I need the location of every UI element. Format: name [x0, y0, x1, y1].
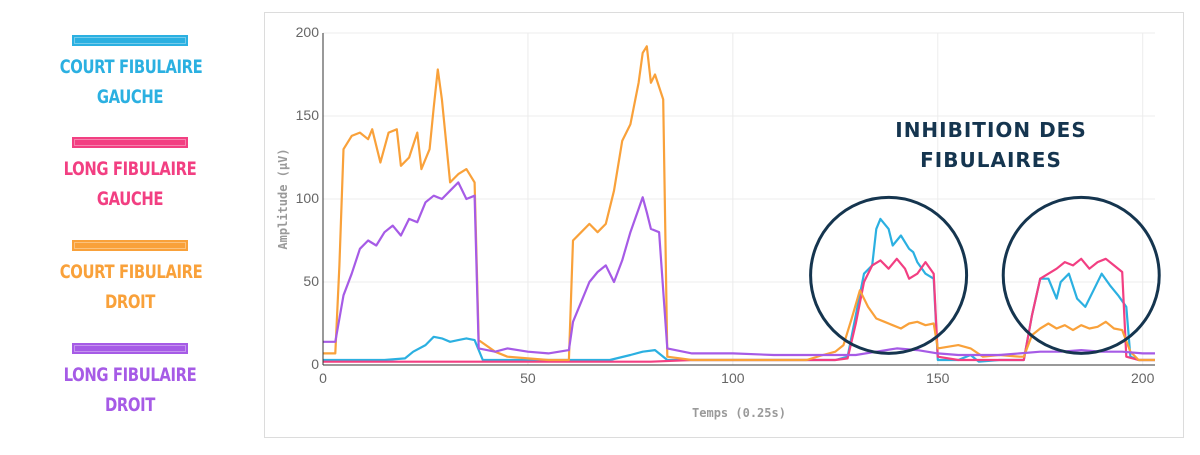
y-tick-label: 0: [311, 356, 319, 372]
series-line-3: [323, 181, 1155, 357]
grid: [322, 32, 1155, 366]
legend-swatch-long-fibulaire-gauche: [72, 137, 188, 148]
x-axis-label: Temps (0.25s): [692, 406, 786, 420]
series-line-1: [323, 257, 1155, 363]
y-tick-label: 200: [296, 24, 320, 40]
y-tick-label: 150: [296, 107, 320, 123]
x-tick-label: 150: [926, 370, 950, 386]
legend-label-line1: COURT FIBULAIRE: [59, 56, 203, 78]
x-tick-label: 0: [319, 370, 327, 386]
x-tick-label: 100: [721, 370, 745, 386]
axes: 0 50 100 150 200 0 50 100 150 200 Temps (0.25s) Amp…: [276, 24, 1155, 420]
series-group: [323, 45, 1155, 363]
legend-label-line2: GAUCHE: [96, 86, 164, 108]
legend-item-long-fibulaire-droit: LONG FIBULAIRE DROIT: [40, 343, 220, 420]
legend-label-line1: LONG FIBULAIRE: [63, 158, 197, 180]
legend-label-line1: LONG FIBULAIRE: [63, 364, 197, 386]
y-tick-label: 100: [296, 190, 320, 206]
series-line-0: [323, 217, 1155, 363]
annotation-line1: INHIBITION DES: [895, 118, 1087, 142]
legend-swatch-long-fibulaire-droit: [72, 343, 188, 354]
annotations: INHIBITION DES FIBULAIRES: [809, 118, 1161, 355]
x-tick-label: 50: [520, 370, 536, 386]
inhibition-circle-2: [1001, 195, 1161, 355]
series-line-2: [323, 45, 1155, 362]
x-tick-label: 200: [1131, 370, 1155, 386]
legend-item-court-fibulaire-gauche: COURT FIBULAIRE GAUCHE: [40, 35, 220, 112]
y-tick-label: 50: [303, 273, 319, 289]
annotation-line2: FIBULAIRES: [920, 148, 1062, 172]
legend-swatch-court-fibulaire-gauche: [72, 35, 188, 46]
legend-label-line1: COURT FIBULAIRE: [59, 261, 203, 283]
legend-swatch-court-fibulaire-droit: [72, 240, 188, 251]
inhibition-circle-1: [809, 195, 969, 355]
legend-item-court-fibulaire-droit: COURT FIBULAIRE DROIT: [40, 240, 220, 317]
legend-label-line2: GAUCHE: [96, 188, 164, 210]
legend-label-line2: DROIT: [105, 394, 155, 416]
legend-item-long-fibulaire-gauche: LONG FIBULAIRE GAUCHE: [40, 137, 220, 214]
legend-label-line2: DROIT: [105, 291, 155, 313]
chart-frame: 0 50 100 150 200 0 50 100 150 200 Temps (0.25s) Amp…: [264, 12, 1184, 438]
emg-line-chart: 0 50 100 150 200 0 50 100 150 200 Temps (0.25s) Amp…: [276, 24, 1161, 420]
y-axis-label: Amplitude (µV): [276, 148, 290, 249]
